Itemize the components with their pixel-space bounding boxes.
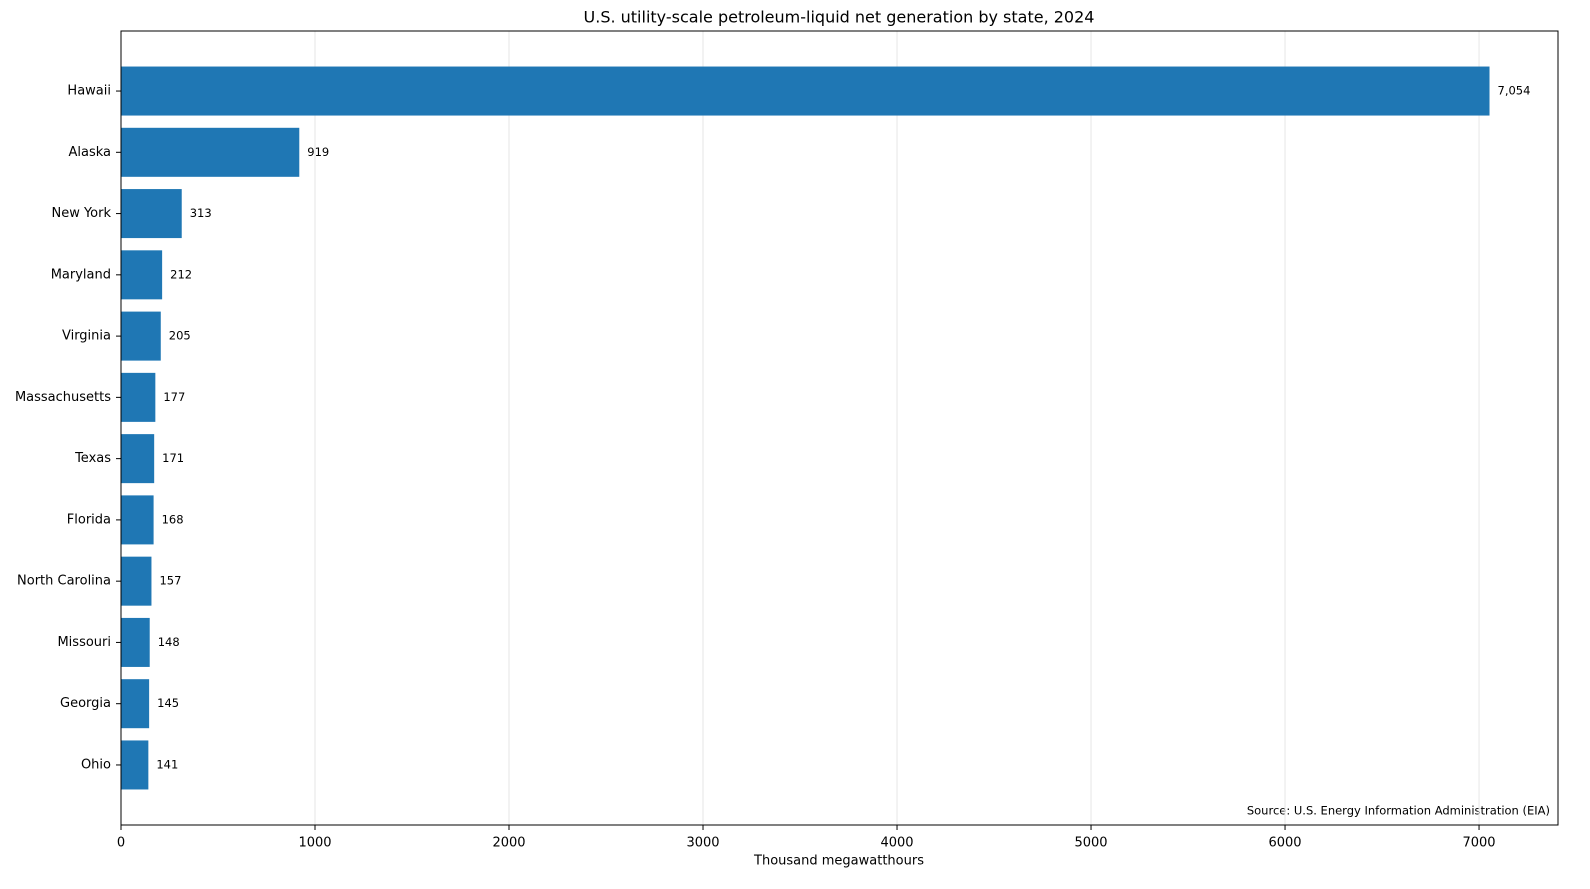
x-tick-label: 3000 xyxy=(686,836,719,851)
y-tick-label: Alaska xyxy=(68,145,111,160)
x-tick-label: 6000 xyxy=(1268,836,1301,851)
y-tick-label: Maryland xyxy=(51,267,111,282)
value-label: 171 xyxy=(162,451,184,465)
bar xyxy=(121,127,300,177)
value-label: 157 xyxy=(159,574,181,588)
plot-frame xyxy=(120,30,1559,826)
x-tick-label: 4000 xyxy=(880,836,913,851)
bar xyxy=(121,189,182,239)
value-label: 212 xyxy=(170,267,192,281)
bar xyxy=(121,434,155,484)
x-tick-label: 2000 xyxy=(492,836,525,851)
bar xyxy=(121,495,154,545)
bar xyxy=(121,617,150,667)
x-axis-label: Thousand megawatthours xyxy=(753,854,924,869)
bar xyxy=(121,556,152,606)
bar xyxy=(121,250,163,300)
y-tick-label: Georgia xyxy=(60,696,111,711)
y-tick-label: Texas xyxy=(74,451,111,466)
value-label: 141 xyxy=(156,757,178,771)
x-tick-label: 0 xyxy=(117,836,125,851)
value-label: 168 xyxy=(162,512,184,526)
value-label: 145 xyxy=(157,696,179,710)
y-tick-label: New York xyxy=(51,206,111,221)
y-tick-label: Virginia xyxy=(62,329,111,344)
value-label: 919 xyxy=(307,145,329,159)
chart-title: U.S. utility-scale petroleum-liquid net … xyxy=(584,8,1095,27)
value-label: 205 xyxy=(169,329,191,343)
bar xyxy=(121,66,1490,116)
value-label: 7,054 xyxy=(1498,84,1531,98)
y-tick-label: Missouri xyxy=(57,635,111,650)
y-tick-label: North Carolina xyxy=(17,574,111,589)
y-tick-label: Ohio xyxy=(81,757,111,772)
y-tick-label: Florida xyxy=(67,512,111,527)
y-tick-label: Hawaii xyxy=(67,84,111,99)
bar xyxy=(121,679,150,729)
x-tick-label: 1000 xyxy=(298,836,331,851)
x-tick-label: 5000 xyxy=(1074,836,1107,851)
bar xyxy=(121,311,161,361)
value-label: 177 xyxy=(163,390,185,404)
value-label: 313 xyxy=(190,206,212,220)
bar xyxy=(121,372,156,422)
source-note: Source: U.S. Energy Information Administ… xyxy=(1247,804,1550,818)
value-label: 148 xyxy=(158,635,180,649)
y-tick-label: Massachusetts xyxy=(15,390,111,405)
x-tick-label: 7000 xyxy=(1462,836,1495,851)
bar xyxy=(121,740,149,790)
